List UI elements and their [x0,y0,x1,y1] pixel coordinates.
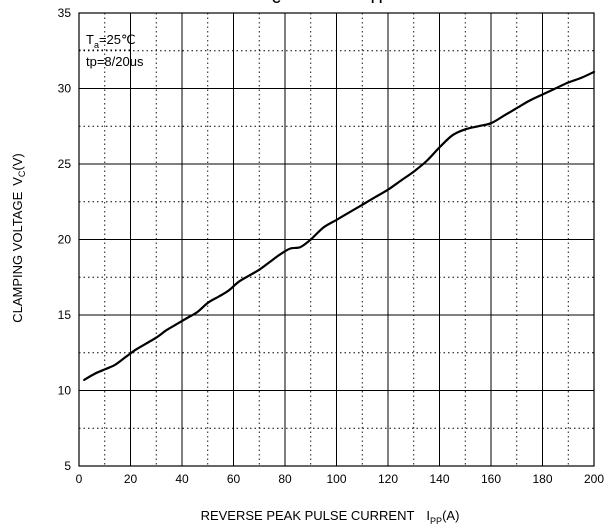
plot-frame [78,12,595,467]
x-tick-label: 80 [278,472,292,486]
y-axis-label: CLAMPING VOLTAGEVC(V) [10,153,27,323]
x-tick-labels: 0 20 40 60 80 100 120 140 160 180 200 [76,472,605,486]
major-gridlines [79,13,594,466]
x-tick-label: 20 [124,472,138,486]
y-tick-label: 15 [58,308,72,322]
y-tick-label: 20 [58,233,72,247]
x-tick-label: 100 [326,472,346,486]
y-tick-label: 30 [58,82,72,96]
x-tick-label: 40 [175,472,189,486]
y-tick-label: 35 [58,6,72,20]
title-fragment-ipp: PP [371,0,387,6]
x-tick-label: 200 [584,472,604,486]
annotation-box: Ta=25℃ tp=8/20us [79,32,144,69]
x-tick-label: 140 [429,472,449,486]
annotation-tp: tp=8/20us [86,54,144,69]
y-tick-label: 10 [58,384,72,398]
x-tick-label: 0 [76,472,83,486]
series-line [83,70,596,381]
x-tick-label: 180 [532,472,552,486]
x-tick-label: 160 [481,472,501,486]
title-fragment-vc: C [272,0,281,6]
x-axis-label: REVERSE PEAK PULSE CURRENT IPP(A) [201,508,460,526]
annotation-ta: Ta=25℃ [86,32,136,50]
y-tick-label: 25 [58,157,72,171]
y-tick-label: 5 [64,459,71,473]
x-tick-label: 60 [227,472,241,486]
x-tick-label: 120 [378,472,398,486]
y-tick-labels: 5 10 15 20 25 30 35 [58,6,72,473]
